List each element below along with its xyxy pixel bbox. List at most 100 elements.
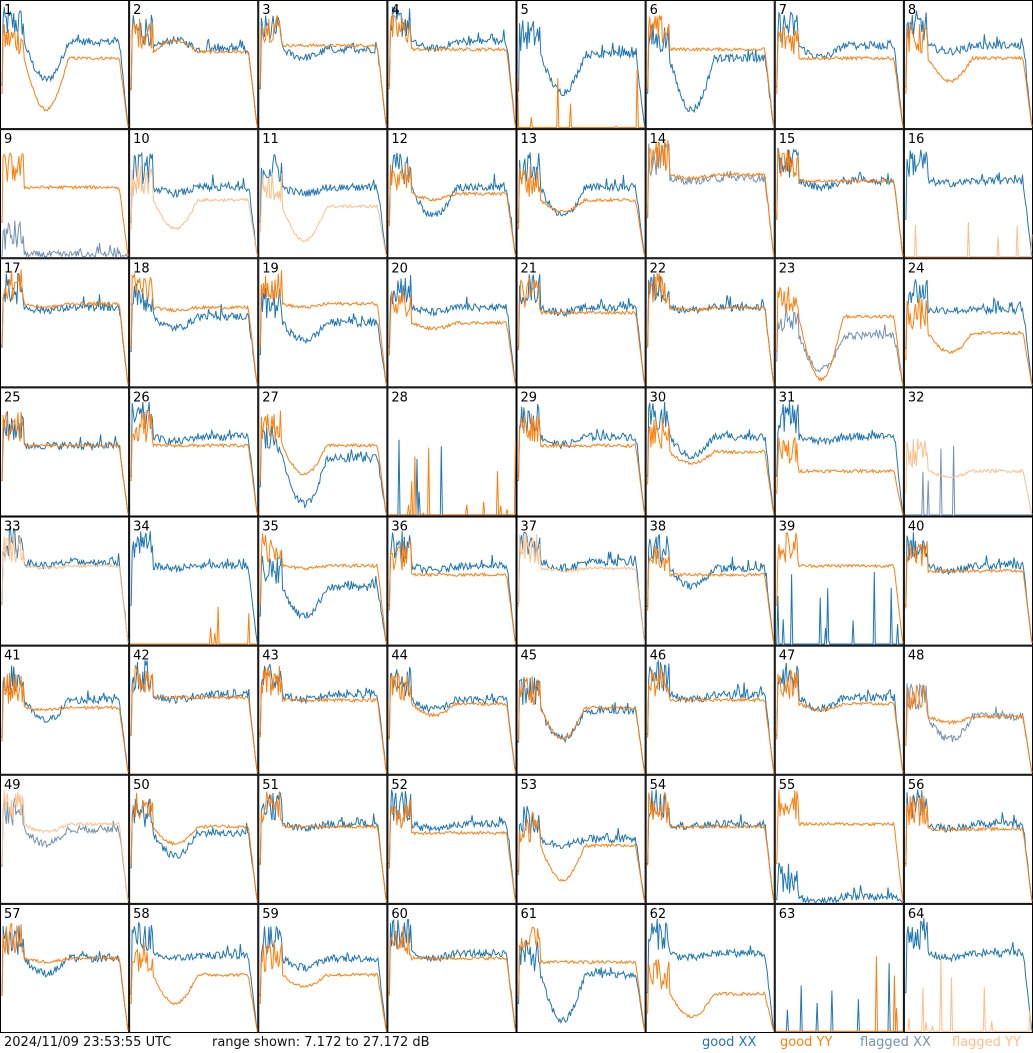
series-xx-23 <box>775 303 904 386</box>
panel-label: 15 <box>779 132 796 147</box>
series-yy-45 <box>517 676 646 773</box>
panel-frame <box>0 516 130 646</box>
series-yy-48 <box>904 685 1033 773</box>
panel-15: 15 <box>774 129 904 259</box>
panel-27: 27 <box>258 387 388 517</box>
panel-frame <box>903 129 1033 259</box>
panel-label: 13 <box>521 132 538 147</box>
panel-frame <box>0 645 130 775</box>
panel-frame <box>258 258 388 388</box>
panel-frame <box>129 387 259 517</box>
series-yy-56 <box>904 795 1033 902</box>
panel-frame <box>774 903 904 1033</box>
series-yy-34 <box>130 606 258 645</box>
panel-label: 49 <box>4 778 21 793</box>
series-xx-46 <box>646 659 775 773</box>
series-xx-52 <box>388 789 516 902</box>
series-xx-34 <box>130 531 258 644</box>
series-xx-1 <box>1 6 129 127</box>
series-yy-5 <box>517 69 645 128</box>
panel-50: 50 <box>129 774 259 904</box>
panel-35: 35 <box>258 516 388 646</box>
panel-label: 62 <box>650 907 667 922</box>
panel-label: 32 <box>908 390 925 405</box>
panel-frame <box>516 903 646 1033</box>
panel-61: 61 <box>516 903 646 1033</box>
series-yy-42 <box>130 664 258 773</box>
panel-14: 14 <box>645 129 775 259</box>
series-yy-28 <box>388 441 516 516</box>
panel-46: 46 <box>645 645 775 775</box>
panel-label: 37 <box>521 520 538 535</box>
panel-9: 9 <box>0 129 130 259</box>
panel-label: 59 <box>262 907 279 922</box>
panel-5: 5 <box>516 0 646 130</box>
series-xx-59 <box>259 925 387 1031</box>
panel-19: 19 <box>258 258 388 388</box>
panel-frame <box>129 645 259 775</box>
panel-frame <box>903 903 1033 1033</box>
panel-52: 52 <box>387 774 517 904</box>
panel-label: 44 <box>391 649 408 664</box>
panel-label: 3 <box>262 3 270 18</box>
panel-frame <box>645 645 775 775</box>
series-xx-21 <box>517 274 646 385</box>
series-xx-13 <box>517 152 646 256</box>
series-yy-10 <box>130 165 258 257</box>
panel-label: 21 <box>521 261 538 276</box>
panel-63: 63 <box>774 903 904 1033</box>
panel-frame <box>516 774 646 904</box>
series-yy-24 <box>904 298 1033 386</box>
panel-frame <box>645 0 775 130</box>
panel-frame <box>387 645 517 775</box>
series-yy-33 <box>1 533 129 644</box>
panel-18: 18 <box>129 258 259 388</box>
series-xx-11 <box>259 153 387 256</box>
series-yy-50 <box>130 792 258 902</box>
panel-label: 31 <box>779 390 796 405</box>
series-xx-18 <box>130 283 258 386</box>
panel-frame <box>258 645 388 775</box>
series-yy-22 <box>646 273 775 385</box>
series-xx-47 <box>775 662 904 773</box>
panel-frame <box>129 0 259 130</box>
series-xx-61 <box>517 939 646 1031</box>
panel-label: 8 <box>908 3 916 18</box>
panel-56: 56 <box>903 774 1033 904</box>
series-xx-30 <box>646 401 775 515</box>
panel-label: 51 <box>262 778 279 793</box>
panel-3: 3 <box>258 0 388 130</box>
series-yy-61 <box>517 926 646 1031</box>
panel-frame <box>0 0 130 130</box>
panel-label: 22 <box>650 261 667 276</box>
panel-label: 17 <box>4 261 21 276</box>
series-yy-16 <box>904 221 1033 258</box>
series-xx-20 <box>388 275 516 385</box>
series-xx-31 <box>775 401 904 515</box>
panel-60: 60 <box>387 903 517 1033</box>
series-yy-6 <box>646 15 775 127</box>
series-xx-38 <box>646 534 775 644</box>
series-yy-29 <box>517 413 646 515</box>
panel-frame <box>129 903 259 1033</box>
panel-frame <box>129 129 259 259</box>
panel-frame <box>516 129 646 259</box>
panel-53: 53 <box>516 774 646 904</box>
timestamp: 2024/11/09 23:53:55 UTC <box>4 1035 172 1050</box>
panel-label: 50 <box>133 778 150 793</box>
panel-29: 29 <box>516 387 646 517</box>
panel-64: 64 <box>903 903 1033 1033</box>
panel-6: 6 <box>645 0 775 130</box>
series-xx-43 <box>259 664 387 773</box>
panel-24: 24 <box>903 258 1033 388</box>
panel-34: 34 <box>129 516 259 646</box>
panel-label: 19 <box>262 261 279 276</box>
panel-label: 20 <box>391 261 408 276</box>
series-xx-12 <box>388 152 516 256</box>
panel-label: 6 <box>650 3 658 18</box>
series-xx-32 <box>904 445 1032 516</box>
panel-frame <box>387 0 517 130</box>
series-yy-53 <box>517 811 646 902</box>
panel-31: 31 <box>774 387 904 517</box>
series-yy-39 <box>775 532 904 644</box>
